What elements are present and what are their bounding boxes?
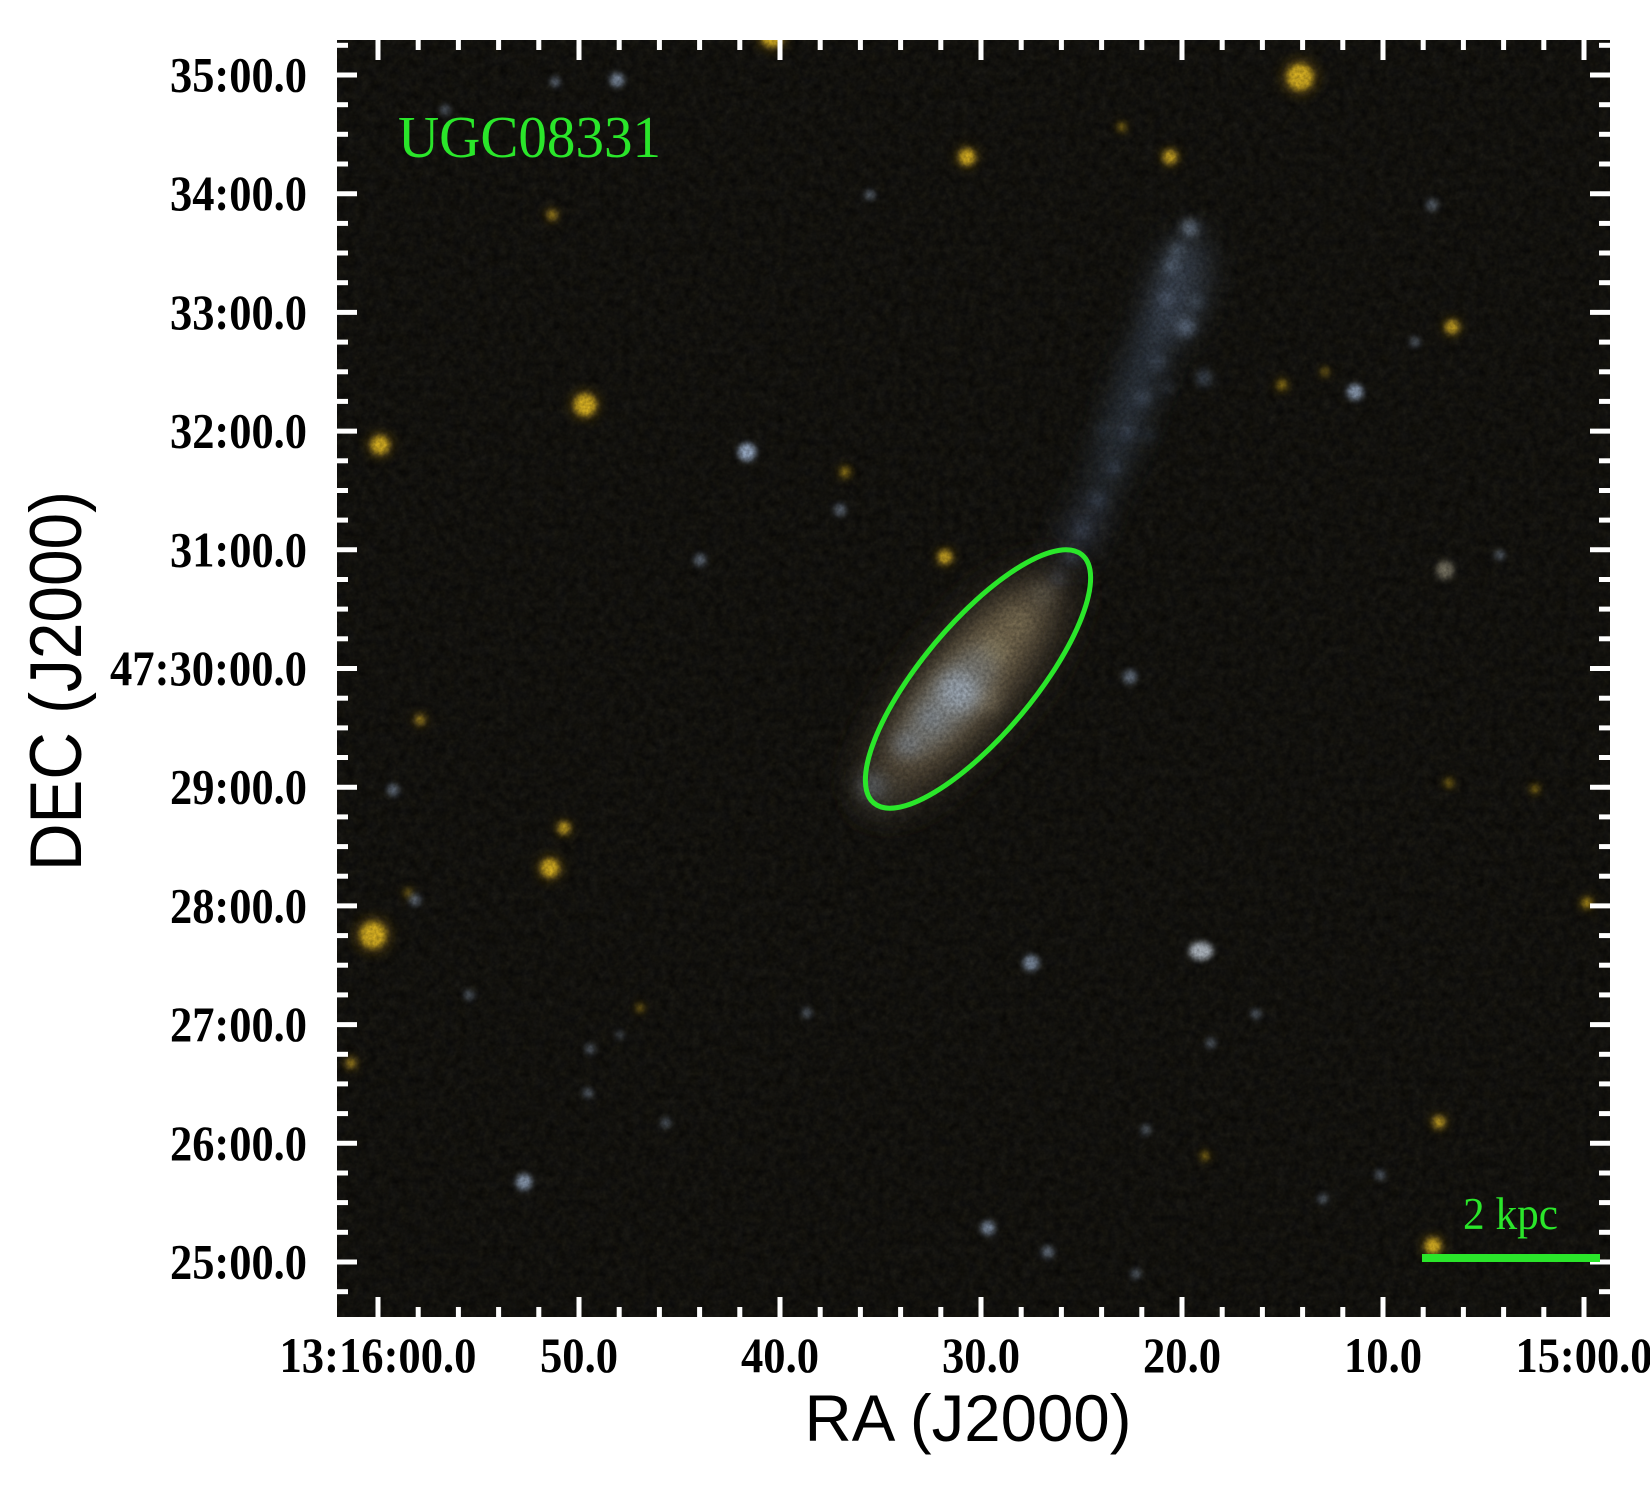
svg-text:26:00.0: 26:00.0 (170, 1115, 307, 1171)
svg-text:RA (J2000): RA (J2000) (805, 1381, 1132, 1455)
svg-text:DEC (J2000): DEC (J2000) (16, 491, 97, 871)
svg-text:47:30:00.0: 47:30:00.0 (110, 640, 307, 696)
svg-text:27:00.0: 27:00.0 (170, 996, 307, 1052)
svg-text:25:00.0: 25:00.0 (170, 1234, 307, 1290)
svg-text:50.0: 50.0 (540, 1327, 618, 1383)
svg-text:29:00.0: 29:00.0 (170, 759, 307, 815)
svg-text:UGC08331: UGC08331 (398, 104, 661, 170)
svg-text:34:00.0: 34:00.0 (170, 165, 307, 221)
svg-text:15:00.0: 15:00.0 (1516, 1327, 1650, 1383)
svg-text:32:00.0: 32:00.0 (170, 403, 307, 459)
svg-text:33:00.0: 33:00.0 (170, 284, 307, 340)
svg-text:40.0: 40.0 (741, 1327, 819, 1383)
svg-text:28:00.0: 28:00.0 (170, 877, 307, 933)
svg-text:10.0: 10.0 (1344, 1327, 1422, 1383)
svg-text:30.0: 30.0 (942, 1327, 1020, 1383)
svg-text:13:16:00.0: 13:16:00.0 (280, 1327, 477, 1383)
svg-text:20.0: 20.0 (1143, 1327, 1221, 1383)
svg-text:31:00.0: 31:00.0 (170, 521, 307, 577)
svg-text:2 kpc: 2 kpc (1463, 1189, 1558, 1239)
svg-text:35:00.0: 35:00.0 (170, 47, 307, 103)
